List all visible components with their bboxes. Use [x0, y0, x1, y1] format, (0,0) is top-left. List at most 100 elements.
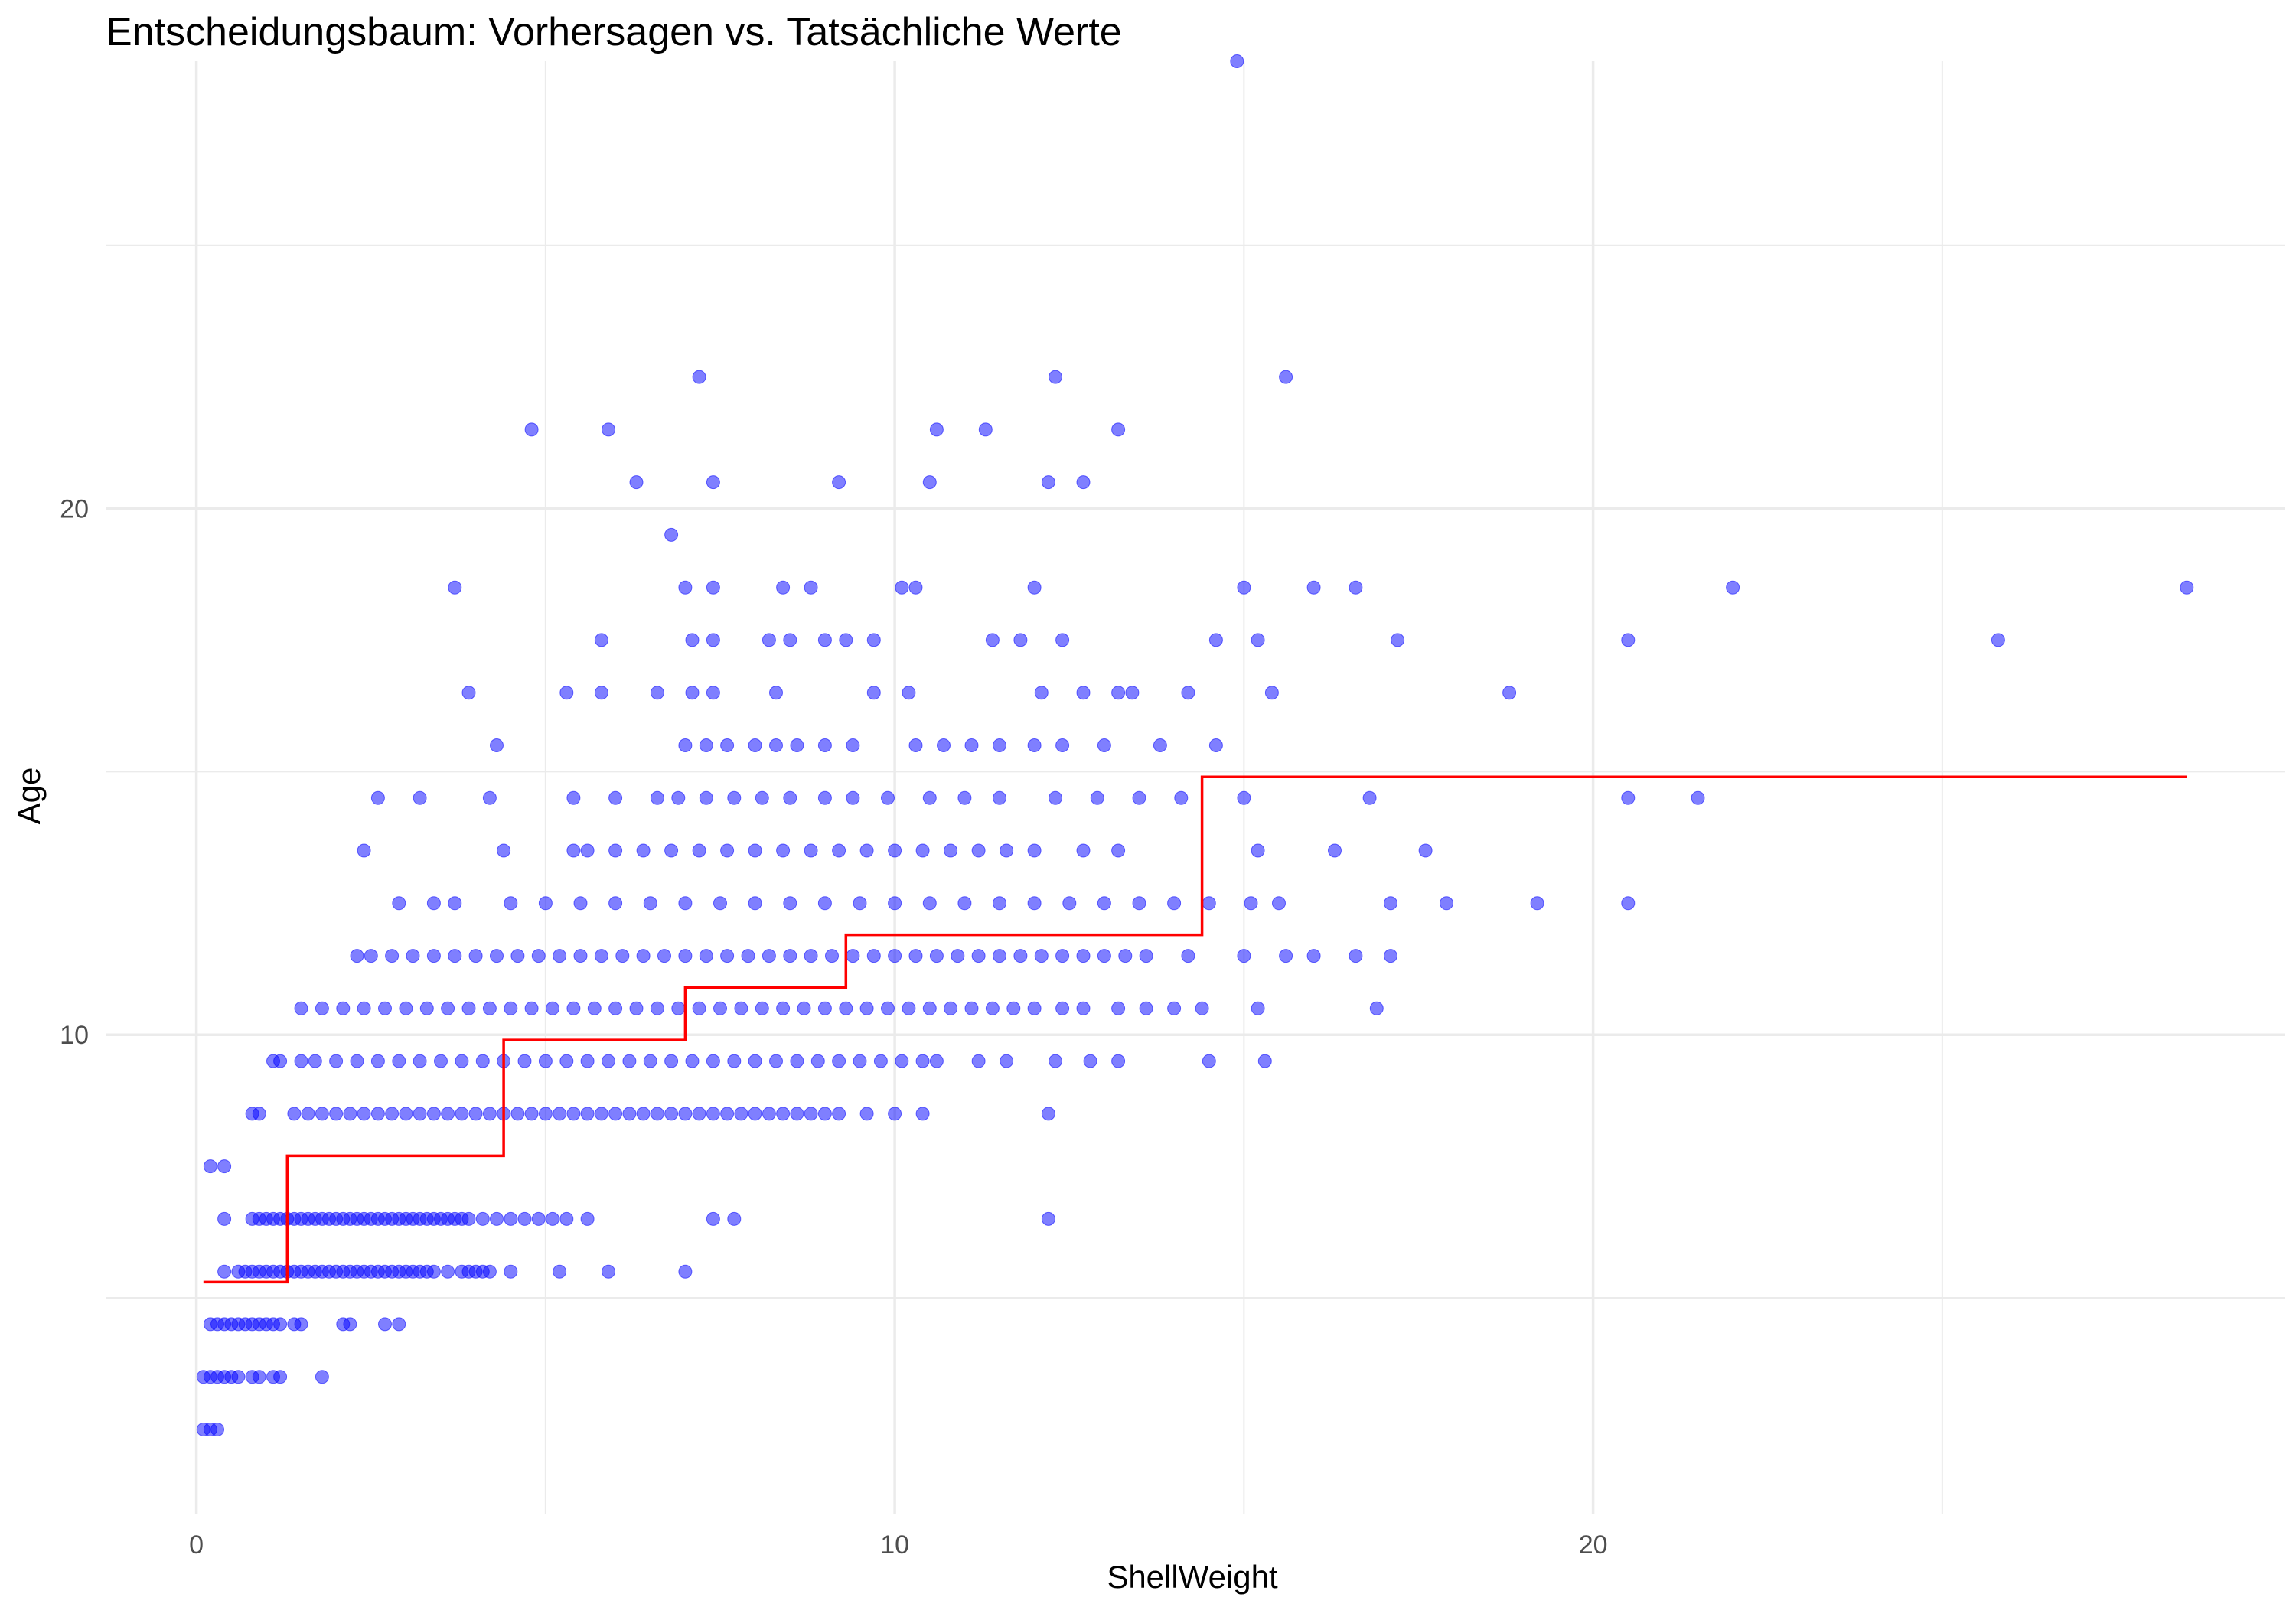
- data-point: [915, 1107, 930, 1121]
- data-point: [692, 1001, 706, 1015]
- data-point: [1391, 633, 1405, 647]
- data-point: [566, 790, 581, 805]
- data-point: [1530, 896, 1544, 911]
- data-point: [748, 1054, 762, 1068]
- data-point: [546, 1001, 559, 1015]
- data-point: [944, 1001, 958, 1015]
- data-point: [776, 843, 791, 858]
- data-point: [546, 1211, 559, 1226]
- data-point: [1062, 896, 1077, 911]
- data-point: [413, 790, 427, 805]
- data-point: [1167, 1001, 1182, 1015]
- data-point: [964, 1001, 979, 1015]
- data-point: [1208, 633, 1223, 647]
- data-point: [832, 1054, 846, 1068]
- data-point: [426, 1107, 441, 1121]
- data-point: [783, 633, 797, 647]
- data-point: [636, 949, 651, 963]
- prediction-step-line: [203, 775, 2187, 1284]
- data-point: [1991, 633, 2005, 647]
- data-point: [1027, 896, 1042, 911]
- data-point: [385, 1107, 400, 1121]
- data-point: [866, 686, 881, 700]
- data-point: [461, 1001, 476, 1015]
- data-point: [678, 896, 693, 911]
- data-point: [706, 686, 720, 700]
- data-point: [566, 843, 581, 858]
- data-point: [888, 896, 902, 911]
- data-point: [993, 790, 1006, 805]
- data-point: [776, 1001, 791, 1015]
- data-point: [1726, 580, 1740, 595]
- data-point: [643, 1054, 657, 1068]
- data-point: [769, 686, 783, 700]
- data-point: [538, 1054, 553, 1068]
- data-point: [706, 580, 720, 595]
- data-point: [1208, 738, 1223, 752]
- data-point: [524, 422, 539, 437]
- data-point: [922, 475, 937, 490]
- data-point: [559, 686, 574, 700]
- data-point: [692, 1107, 706, 1121]
- data-point: [315, 1107, 329, 1121]
- data-point: [748, 738, 762, 752]
- data-point: [504, 1211, 518, 1226]
- data-point: [1027, 738, 1042, 752]
- data-point: [1251, 633, 1265, 647]
- data-point: [678, 738, 693, 752]
- data-point: [475, 1211, 490, 1226]
- data-point: [538, 1107, 553, 1121]
- data-point: [846, 790, 860, 805]
- data-point: [957, 896, 972, 911]
- data-point: [1621, 633, 1636, 647]
- data-point: [720, 738, 735, 752]
- data-point: [1251, 843, 1265, 858]
- data-point: [1153, 738, 1167, 752]
- data-point: [357, 1001, 371, 1015]
- data-point: [929, 422, 944, 437]
- data-point: [531, 1211, 546, 1226]
- data-point: [706, 1107, 720, 1121]
- data-point: [866, 633, 881, 647]
- data-point: [1097, 896, 1111, 911]
- observed-points: [196, 54, 2194, 1436]
- data-point: [817, 633, 832, 647]
- data-point: [790, 738, 804, 752]
- data-point: [1111, 1001, 1126, 1015]
- data-point: [1328, 843, 1342, 858]
- data-point: [580, 1107, 595, 1121]
- data-point: [888, 1107, 902, 1121]
- data-point: [671, 1001, 686, 1015]
- data-point: [315, 1001, 329, 1015]
- data-point: [727, 1211, 742, 1226]
- data-point: [804, 1107, 818, 1121]
- data-point: [783, 949, 797, 963]
- data-point: [881, 790, 895, 805]
- data-point: [769, 738, 783, 752]
- data-point: [608, 843, 623, 858]
- data-point: [1111, 843, 1126, 858]
- data-point: [664, 843, 679, 858]
- data-point: [1369, 1001, 1384, 1015]
- data-point: [902, 686, 916, 700]
- data-point: [1264, 686, 1279, 700]
- data-point: [720, 1107, 735, 1121]
- data-point: [504, 896, 518, 911]
- data-point: [510, 949, 525, 963]
- data-point: [336, 1001, 351, 1015]
- data-point: [971, 949, 986, 963]
- data-point: [252, 1370, 266, 1384]
- data-point: [937, 738, 951, 752]
- data-point: [1418, 843, 1433, 858]
- data-point: [1306, 580, 1321, 595]
- data-point: [1181, 949, 1195, 963]
- data-point: [1362, 790, 1377, 805]
- data-point: [971, 843, 986, 858]
- data-point: [817, 790, 832, 805]
- data-point: [1272, 896, 1286, 911]
- data-point: [650, 686, 664, 700]
- data-point: [825, 949, 839, 963]
- data-point: [392, 1054, 406, 1068]
- data-point: [692, 843, 706, 858]
- data-point: [817, 738, 832, 752]
